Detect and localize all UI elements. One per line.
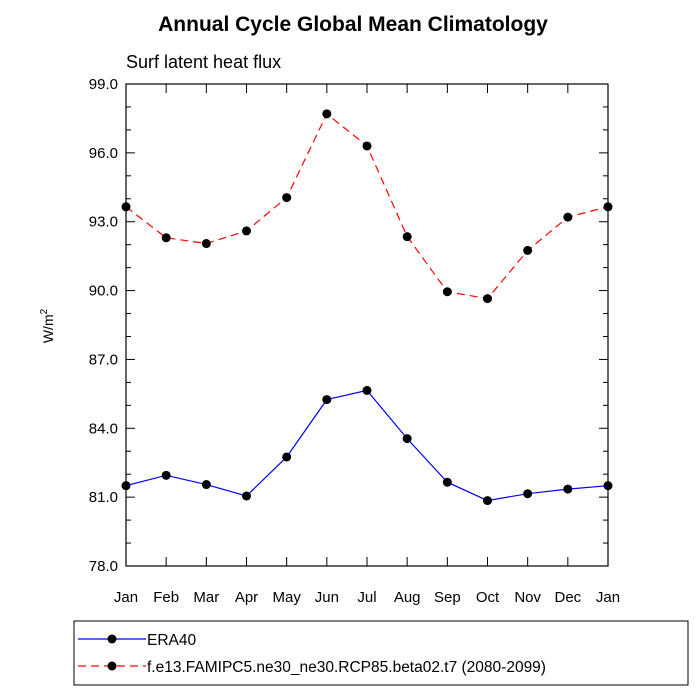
y-tick-label: 90.0 [89, 283, 118, 300]
data-point [603, 481, 613, 491]
x-tick-label: Jun [315, 589, 339, 606]
y-tick-label: 87.0 [89, 351, 118, 368]
series-1 [121, 109, 613, 304]
data-point [442, 287, 452, 297]
data-point [523, 489, 533, 499]
x-tick-label: Dec [554, 589, 581, 606]
data-point [201, 480, 211, 490]
data-point [563, 484, 573, 494]
plot-frame [125, 83, 609, 567]
data-point [242, 226, 251, 236]
data-point [362, 141, 372, 151]
data-point [161, 470, 171, 480]
y-axis-title: W/m2 [39, 308, 56, 343]
data-point [282, 193, 292, 203]
x-tick-label: Jan [596, 589, 620, 606]
y-tick-label: 84.0 [89, 420, 118, 437]
data-point [402, 434, 412, 444]
y-tick-label: 99.0 [89, 76, 118, 93]
legend-label: ERA40 [147, 632, 196, 649]
chart-subtitle: Surf latent heat flux [126, 52, 281, 72]
data-point [282, 452, 292, 462]
legend-box [73, 620, 689, 686]
data-point [322, 395, 332, 405]
svg-text:W/m2: W/m2 [39, 308, 56, 343]
x-tick-label: Nov [514, 589, 541, 606]
plot-area: 78.0 81.0 84.0 87.0 90.0 93.0 96.0 99.0 Jan Feb Ma… [89, 76, 620, 606]
y-tick-label: 96.0 [89, 145, 118, 162]
data-point [563, 212, 573, 222]
x-tick-label: Jan [114, 589, 138, 606]
x-tick-label: Apr [235, 589, 258, 606]
data-point [201, 239, 211, 249]
data-point [362, 385, 372, 395]
x-tick-label: Jul [357, 589, 376, 606]
series-line [125, 389, 609, 502]
legend: ERA40 f.e13.FAMIPC5.ne30_ne30.RCP85.beta0… [73, 620, 689, 686]
x-tick-label: Aug [394, 589, 421, 606]
data-point [242, 491, 251, 501]
y-axis-label: W/m [40, 314, 56, 343]
data-point [442, 477, 452, 487]
series-0 [121, 385, 613, 506]
y-tick-label: 81.0 [89, 489, 118, 506]
chart-title: Annual Cycle Global Mean Climatology [158, 13, 548, 36]
legend-swatch-marker [107, 661, 117, 671]
y-tick-label: 78.0 [89, 558, 118, 575]
x-tick-label: Oct [476, 589, 500, 606]
legend-swatch-marker [107, 634, 117, 644]
data-point [603, 202, 613, 212]
x-tick-label: Mar [193, 589, 219, 606]
data-point [322, 109, 332, 119]
x-tick-label: Sep [434, 589, 461, 606]
data-point [483, 496, 492, 506]
legend-label: f.e13.FAMIPC5.ne30_ne30.RCP85.beta02.t7 … [147, 659, 546, 676]
data-point [483, 294, 492, 304]
data-point [121, 202, 131, 212]
y-tick-label: 93.0 [89, 214, 118, 231]
x-tick-label: Feb [153, 589, 179, 606]
x-tick-label: May [272, 589, 301, 606]
data-point [402, 232, 412, 242]
y-axis-label-superscript: 2 [39, 308, 50, 314]
data-point [161, 233, 171, 243]
data-point [121, 481, 131, 491]
data-point [523, 245, 533, 255]
